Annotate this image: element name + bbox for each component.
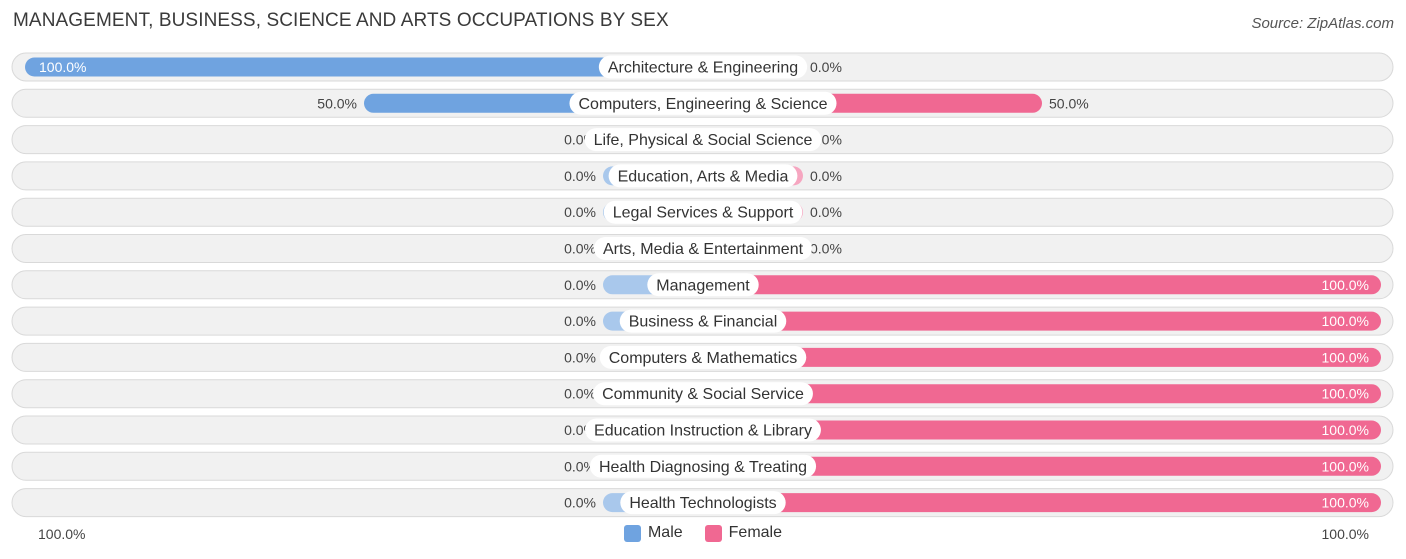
category-pill-education-instruction-library <box>585 418 821 442</box>
category-label-computers-mathematics: Computers & Mathematics <box>609 350 798 367</box>
label-male-computers-engineering-science: 50.0% <box>317 95 357 111</box>
category-label-computers-engineering-science: Computers, Engineering & Science <box>578 96 827 113</box>
legend-label-male: Male <box>647 524 683 541</box>
axis-right-label: 100.0% <box>1321 526 1369 542</box>
label-male-architecture-engineering: 100.0% <box>39 59 86 75</box>
label-female-architecture-engineering: 0.0% <box>810 59 842 75</box>
label-female-management: 100.0% <box>1322 277 1369 293</box>
label-male-legal-services-support: 0.0% <box>564 204 596 220</box>
category-pill-computers-mathematics <box>599 345 807 369</box>
label-male-health-technologists: 0.0% <box>564 495 596 511</box>
bar-female-business-financial <box>703 311 1381 331</box>
category-pill-life-physical-social-science <box>584 128 822 152</box>
label-female-health-diagnosing-treating: 100.0% <box>1322 458 1369 474</box>
category-pill-education-arts-media <box>608 164 798 188</box>
bar-female-community-social-service <box>703 384 1381 404</box>
bar-female-health-technologists <box>703 493 1381 513</box>
label-female-legal-services-support: 0.0% <box>810 204 842 220</box>
legend: Male Female <box>0 524 1406 542</box>
label-male-computers-mathematics: 0.0% <box>564 349 596 365</box>
label-male-community-social-service: 0.0% <box>564 386 596 402</box>
category-label-education-instruction-library: Education Instruction & Library <box>594 423 812 440</box>
label-female-business-financial: 100.0% <box>1322 313 1369 329</box>
legend-swatch-male <box>623 524 641 542</box>
legend-item-female: Female <box>704 524 783 542</box>
category-pill-community-social-service <box>593 382 813 406</box>
chart-title: MANAGEMENT, BUSINESS, SCIENCE AND ARTS O… <box>13 10 669 31</box>
legend-swatch-female <box>704 524 722 542</box>
category-pill-architecture-engineering <box>598 55 808 79</box>
source-label: Source: ZipAtlas.com <box>1251 15 1394 32</box>
category-label-life-physical-social-science: Life, Physical & Social Science <box>594 132 813 149</box>
label-female-education-arts-media: 0.0% <box>810 168 842 184</box>
label-female-arts-media-entertainment: 0.0% <box>810 241 842 257</box>
label-female-health-technologists: 100.0% <box>1322 495 1369 511</box>
legend-item-male: Male <box>623 524 683 542</box>
chart-canvas: 100.0% 0.0% Architecture & Engineering 50.0… <box>11 52 1394 518</box>
category-label-business-financial: Business & Financial <box>629 314 778 331</box>
label-male-management: 0.0% <box>564 277 596 293</box>
category-pill-management <box>647 273 759 297</box>
category-pill-health-diagnosing-treating <box>589 454 817 478</box>
category-pill-arts-media-entertainment <box>593 237 813 260</box>
label-male-education-arts-media: 0.0% <box>564 168 596 184</box>
category-label-community-social-service: Community & Social Service <box>602 386 804 403</box>
bar-female-health-diagnosing-treating <box>703 456 1381 476</box>
category-pill-legal-services-support <box>603 200 803 224</box>
axis-left-label: 100.0% <box>38 526 86 542</box>
bar-female-management <box>703 275 1381 295</box>
label-female-computers-engineering-science: 50.0% <box>1049 95 1089 111</box>
bar-female-education-instruction-library <box>703 420 1381 440</box>
category-label-education-arts-media: Education, Arts & Media <box>618 168 789 185</box>
label-male-business-financial: 0.0% <box>564 313 596 329</box>
category-label-health-technologists: Health Technologists <box>629 495 776 512</box>
category-label-arts-media-entertainment: Arts, Media & Entertainment <box>603 241 804 258</box>
label-male-health-diagnosing-treating: 0.0% <box>564 458 596 474</box>
bar-male-architecture-engineering <box>25 57 703 77</box>
bar-female-computers-mathematics <box>703 347 1381 367</box>
label-male-arts-media-entertainment: 0.0% <box>564 241 596 257</box>
category-pill-computers-engineering-science <box>569 91 837 115</box>
label-female-community-social-service: 100.0% <box>1322 386 1369 402</box>
legend-label-female: Female <box>728 524 783 541</box>
category-label-legal-services-support: Legal Services & Support <box>613 205 794 222</box>
category-pill-business-financial <box>619 309 787 333</box>
category-pill-health-technologists <box>620 491 786 515</box>
label-female-computers-mathematics: 100.0% <box>1322 349 1369 365</box>
label-female-education-instruction-library: 100.0% <box>1322 422 1369 438</box>
category-label-health-diagnosing-treating: Health Diagnosing & Treating <box>599 459 807 476</box>
category-label-management: Management <box>656 277 750 294</box>
category-label-architecture-engineering: Architecture & Engineering <box>608 60 798 77</box>
